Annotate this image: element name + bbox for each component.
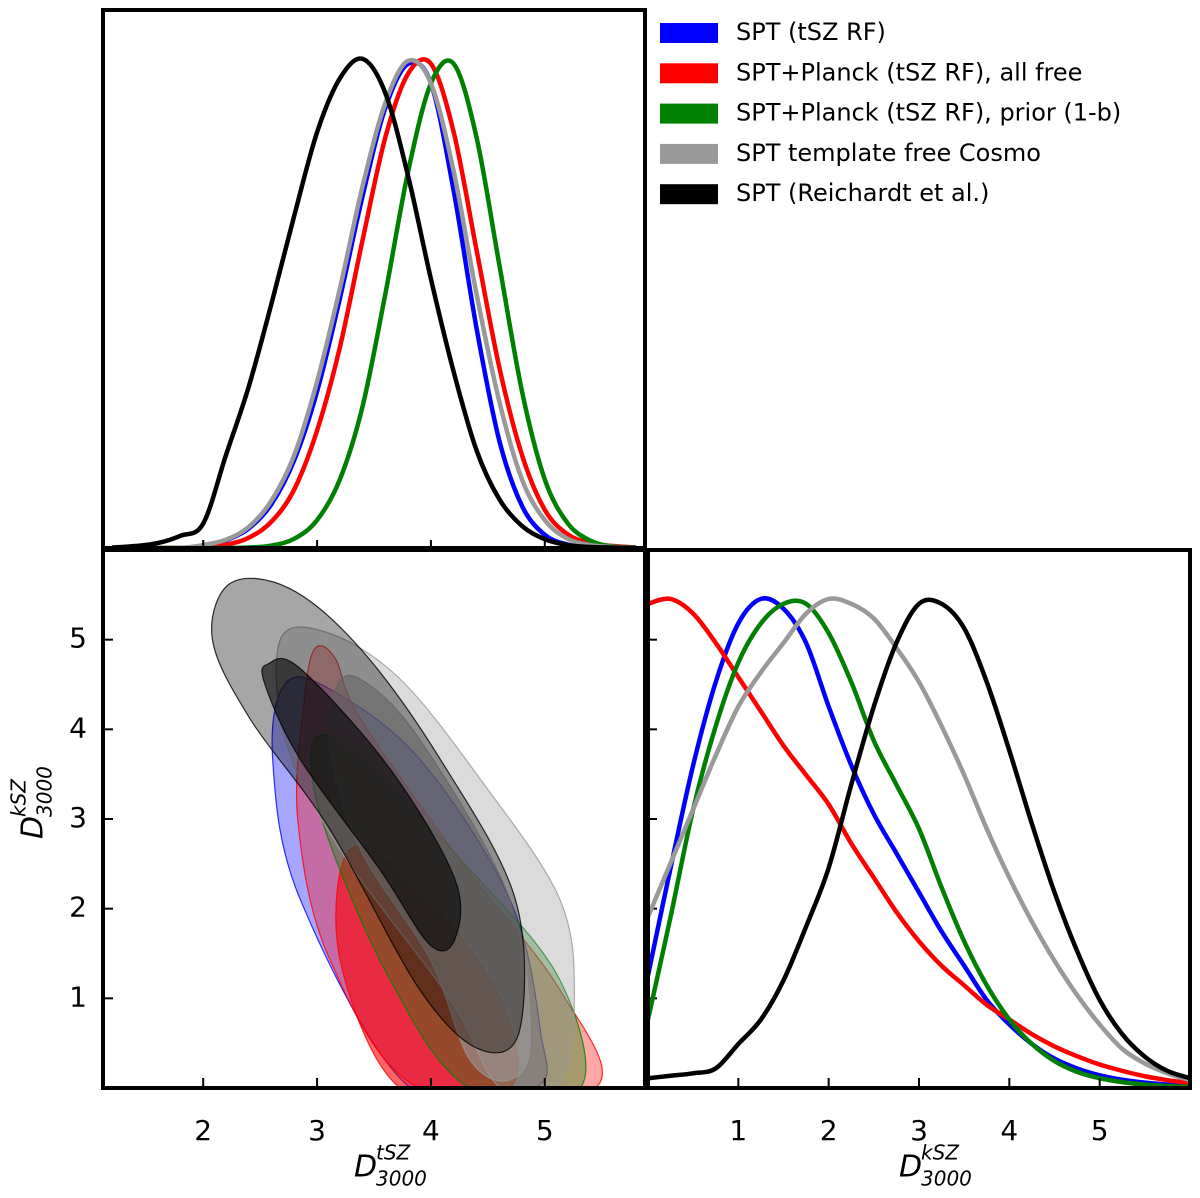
axis-label-sub: 3000: [376, 1167, 427, 1191]
density-line: [112, 57, 637, 548]
y-tick-label: 2: [69, 891, 87, 924]
y-tick-label: 1: [69, 980, 87, 1013]
density-line: [648, 596, 1190, 1086]
legend-swatch: [660, 103, 718, 124]
legend-label: SPT (Reichardt et al.): [736, 179, 989, 207]
legend-label: SPT+Planck (tSZ RF), all free: [736, 58, 1082, 86]
x-tick-label: 3: [308, 1114, 326, 1147]
x-tick-label: 4: [422, 1114, 440, 1147]
legend-swatch: [660, 143, 718, 164]
plot-area: [648, 596, 1190, 1088]
y-tick-label: 3: [69, 801, 87, 834]
panel-frame: [101, 8, 647, 550]
x-tick-label: 3: [910, 1114, 928, 1147]
x-tick-label: 1: [729, 1114, 747, 1147]
axis-label-sub: 3000: [33, 766, 57, 817]
axis-label-base: D: [16, 816, 51, 839]
axis-label-sup: kSZ: [921, 1141, 960, 1165]
legend-swatch: [660, 63, 718, 84]
x-tick-label: 4: [1000, 1114, 1018, 1147]
x-tick-label: 5: [536, 1114, 554, 1147]
contour: [261, 657, 462, 952]
x-tick-label: 2: [820, 1114, 838, 1147]
legend-label: SPT (tSZ RF): [736, 18, 886, 46]
axis-label-sup: kSZ: [7, 778, 31, 817]
density-line: [648, 596, 1190, 1083]
density-line: [112, 57, 636, 548]
axis-label-base: D: [354, 1150, 377, 1185]
panel-frame: [101, 548, 647, 1090]
x-tick-label: 2: [194, 1114, 212, 1147]
x-tick-label: 5: [1091, 1114, 1109, 1147]
density-line: [648, 598, 1190, 1088]
y-tick-label: 5: [69, 622, 87, 655]
axis-label-sup: tSZ: [376, 1141, 412, 1165]
legend-label: SPT+Planck (tSZ RF), prior (1-b): [736, 99, 1121, 127]
legend-label: SPT template free Cosmo: [736, 139, 1041, 167]
legend-swatch: [660, 23, 718, 43]
axis-label-sub: 3000: [921, 1167, 972, 1191]
density-line: [111, 56, 636, 548]
density-line: [112, 58, 636, 548]
density-line: [648, 597, 1190, 1081]
legend-swatch: [660, 184, 718, 205]
plot-area: [111, 56, 637, 548]
panel-frame: [646, 548, 1192, 1090]
y-tick-label: 4: [69, 711, 87, 744]
plot-area: [211, 577, 604, 1088]
axis-label-base: D: [899, 1150, 922, 1185]
density-line: [648, 596, 1190, 1088]
